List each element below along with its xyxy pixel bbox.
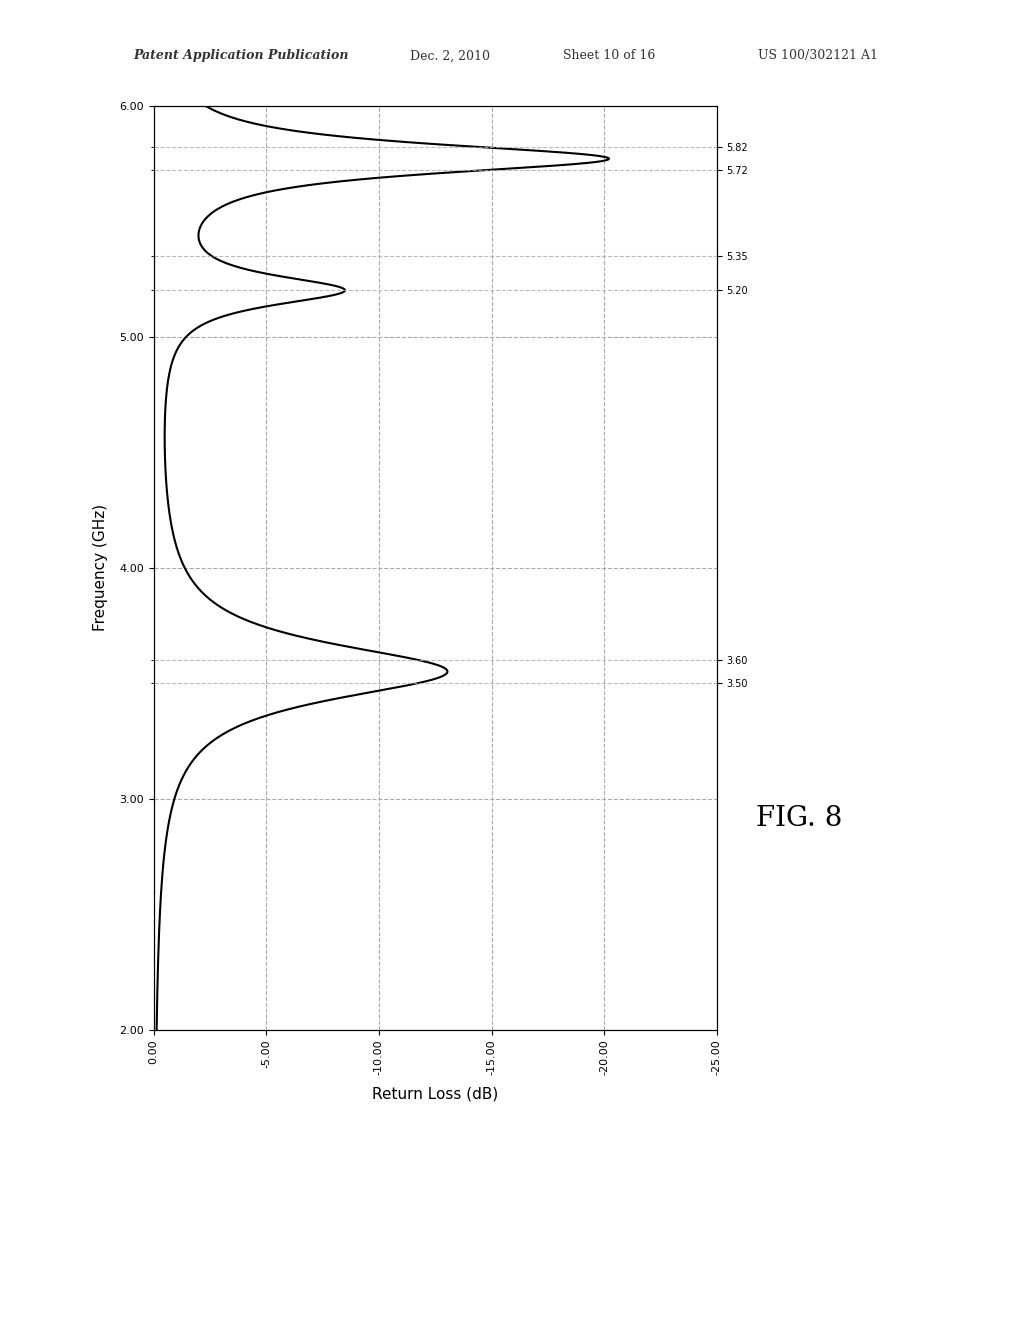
Text: Sheet 10 of 16: Sheet 10 of 16 (563, 49, 655, 62)
Y-axis label: Frequency (GHz): Frequency (GHz) (93, 504, 108, 631)
Text: Patent Application Publication: Patent Application Publication (133, 49, 348, 62)
Text: FIG. 8: FIG. 8 (756, 805, 842, 832)
Text: Dec. 2, 2010: Dec. 2, 2010 (410, 49, 489, 62)
Text: US 100/302121 A1: US 100/302121 A1 (758, 49, 878, 62)
X-axis label: Return Loss (dB): Return Loss (dB) (372, 1086, 499, 1101)
